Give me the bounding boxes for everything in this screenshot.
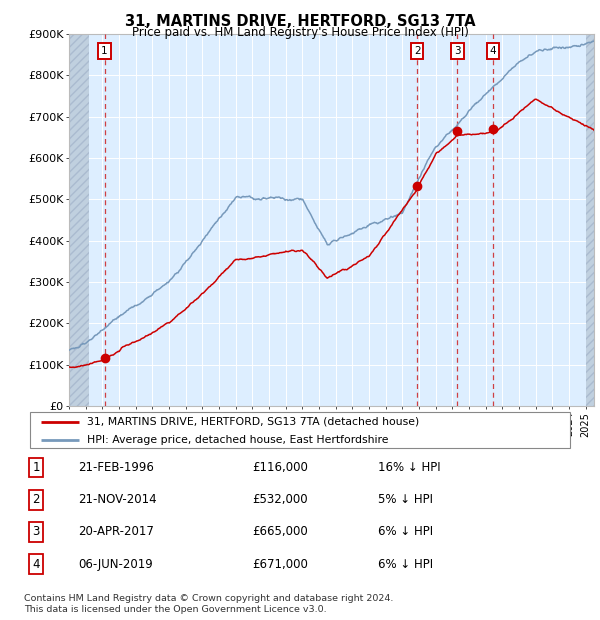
Text: 2: 2 (32, 494, 40, 506)
Text: 6% ↓ HPI: 6% ↓ HPI (378, 526, 433, 538)
Text: 4: 4 (490, 46, 496, 56)
Text: £532,000: £532,000 (252, 494, 308, 506)
Text: 3: 3 (454, 46, 461, 56)
Text: This data is licensed under the Open Government Licence v3.0.: This data is licensed under the Open Gov… (24, 604, 326, 614)
Text: 31, MARTINS DRIVE, HERTFORD, SG13 7TA: 31, MARTINS DRIVE, HERTFORD, SG13 7TA (125, 14, 475, 29)
Text: 06-JUN-2019: 06-JUN-2019 (78, 558, 153, 570)
Bar (586, 34, 594, 406)
Text: 2: 2 (414, 46, 421, 56)
Text: £671,000: £671,000 (252, 558, 308, 570)
Text: 1: 1 (101, 46, 108, 56)
Text: £665,000: £665,000 (252, 526, 308, 538)
Text: 21-NOV-2014: 21-NOV-2014 (78, 494, 157, 506)
Text: £116,000: £116,000 (252, 461, 308, 474)
Text: 21-FEB-1996: 21-FEB-1996 (78, 461, 154, 474)
Text: 20-APR-2017: 20-APR-2017 (78, 526, 154, 538)
Bar (69, 34, 89, 406)
Text: 6% ↓ HPI: 6% ↓ HPI (378, 558, 433, 570)
Text: 4: 4 (32, 558, 40, 570)
Text: 1: 1 (32, 461, 40, 474)
Text: 16% ↓ HPI: 16% ↓ HPI (378, 461, 440, 474)
Text: Contains HM Land Registry data © Crown copyright and database right 2024.: Contains HM Land Registry data © Crown c… (24, 593, 394, 603)
Text: 5% ↓ HPI: 5% ↓ HPI (378, 494, 433, 506)
FancyBboxPatch shape (30, 412, 570, 448)
Text: 31, MARTINS DRIVE, HERTFORD, SG13 7TA (detached house): 31, MARTINS DRIVE, HERTFORD, SG13 7TA (d… (86, 417, 419, 427)
Text: 3: 3 (32, 526, 40, 538)
Text: Price paid vs. HM Land Registry's House Price Index (HPI): Price paid vs. HM Land Registry's House … (131, 26, 469, 39)
Text: HPI: Average price, detached house, East Hertfordshire: HPI: Average price, detached house, East… (86, 435, 388, 445)
